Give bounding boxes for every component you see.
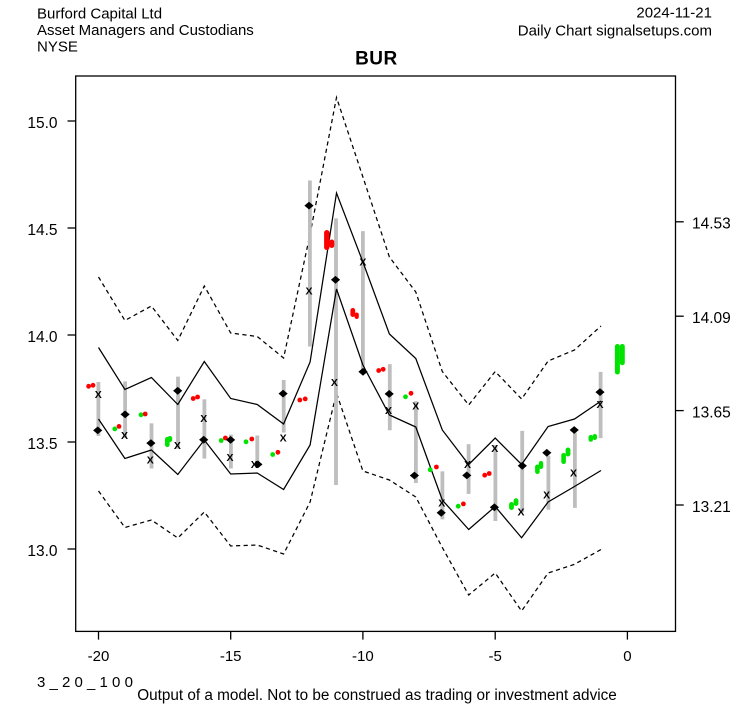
svg-text:14.09: 14.09 bbox=[692, 310, 731, 327]
svg-text:X: X bbox=[147, 455, 154, 467]
svg-text:X: X bbox=[95, 389, 102, 401]
svg-text:X: X bbox=[596, 399, 603, 411]
svg-text:X: X bbox=[200, 413, 207, 425]
svg-text:14.5: 14.5 bbox=[27, 222, 57, 239]
svg-text:X: X bbox=[543, 490, 550, 502]
svg-text:13.0: 13.0 bbox=[27, 543, 58, 560]
svg-text:X: X bbox=[331, 377, 338, 389]
svg-text:X: X bbox=[491, 443, 498, 455]
svg-text:Output of a model. Not to be c: Output of a model. Not to be construed a… bbox=[137, 687, 617, 704]
svg-text:-20: -20 bbox=[88, 648, 110, 665]
svg-text:Daily Chart signalsetups.com: Daily Chart signalsetups.com bbox=[518, 22, 712, 39]
svg-text:X: X bbox=[251, 459, 258, 471]
svg-text:13.5: 13.5 bbox=[27, 436, 57, 453]
svg-text:X: X bbox=[359, 257, 366, 269]
svg-text:X: X bbox=[121, 430, 128, 442]
svg-text:-10: -10 bbox=[352, 648, 374, 665]
svg-text:BUR: BUR bbox=[355, 49, 398, 70]
svg-text:X: X bbox=[174, 440, 181, 452]
svg-text:X: X bbox=[385, 405, 392, 417]
svg-text:X: X bbox=[412, 400, 419, 412]
svg-text:13.21: 13.21 bbox=[692, 499, 731, 516]
svg-text:-5: -5 bbox=[489, 648, 502, 665]
svg-text:2024-11-21: 2024-11-21 bbox=[636, 5, 712, 22]
svg-text:0: 0 bbox=[623, 648, 631, 665]
svg-text:Asset Managers and Custodians: Asset Managers and Custodians bbox=[37, 22, 254, 39]
svg-text:13.65: 13.65 bbox=[692, 405, 731, 422]
svg-text:3 _ 2 0 _ 1 0 0: 3 _ 2 0 _ 1 0 0 bbox=[37, 674, 133, 691]
svg-text:NYSE: NYSE bbox=[37, 39, 78, 56]
svg-text:X: X bbox=[280, 433, 287, 445]
svg-text:Burford Capital Ltd: Burford Capital Ltd bbox=[37, 6, 162, 23]
svg-text:-15: -15 bbox=[220, 648, 242, 665]
svg-text:X: X bbox=[517, 507, 524, 519]
svg-text:X: X bbox=[438, 498, 445, 510]
svg-text:X: X bbox=[570, 468, 577, 480]
svg-text:X: X bbox=[464, 459, 471, 471]
svg-text:X: X bbox=[305, 285, 312, 297]
svg-text:14.0: 14.0 bbox=[27, 329, 58, 346]
svg-text:14.53: 14.53 bbox=[692, 216, 731, 233]
svg-text:15.0: 15.0 bbox=[27, 115, 58, 132]
svg-text:X: X bbox=[226, 452, 233, 464]
